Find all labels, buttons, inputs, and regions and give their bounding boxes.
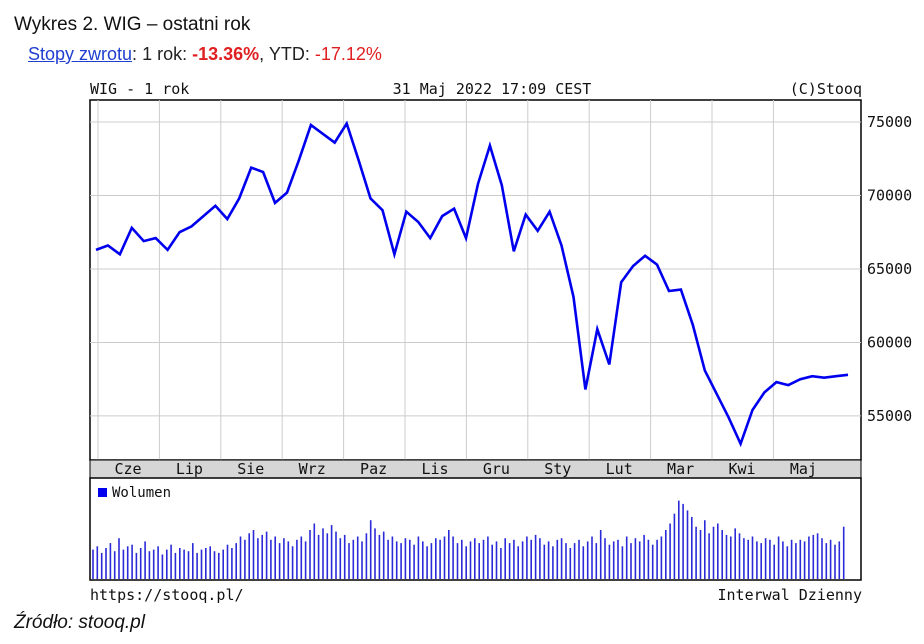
month-label: Lut — [606, 460, 633, 478]
returns-link[interactable]: Stopy zwrotu — [28, 44, 133, 64]
month-label: Kwi — [728, 460, 755, 478]
returns-sep: : — [132, 44, 138, 64]
ytd-label: , YTD: — [259, 44, 315, 64]
month-label: Sie — [237, 460, 264, 478]
chart-header-right: (C)Stooq — [790, 80, 862, 98]
chart-footer-left: https://stooq.pl/ — [90, 586, 244, 604]
one-year-value: -13.36% — [192, 44, 260, 64]
price-y-tick-label: 65000 — [867, 260, 912, 278]
source-note: Źródło: stooq.pl — [14, 612, 145, 633]
price-y-tick-label: 55000 — [867, 407, 912, 425]
volume-bars — [92, 500, 845, 579]
price-y-ticks: 55000 60000 65000 70000 75000 — [867, 113, 912, 425]
chart-footer-right: Interwal Dzienny — [718, 586, 863, 604]
ytd-value: -17.12% — [314, 44, 382, 64]
price-y-tick-label: 75000 — [867, 113, 912, 131]
page-title: Wykres 2. WIG – ostatni rok — [14, 14, 251, 35]
chart-header-left: WIG - 1 rok — [90, 80, 189, 98]
month-label: Wrz — [299, 460, 326, 478]
month-labels: Cze Lip Sie Wrz Paz Lis Gru Sty Lut Mar Kwi Maj — [114, 460, 816, 478]
month-label: Sty — [544, 460, 571, 478]
month-label: Lis — [421, 460, 448, 478]
returns-line: Stopy zwrotu: 1 rok: -13.36%, YTD: -17.1… — [28, 44, 382, 65]
price-plot-frame — [89, 99, 862, 461]
price-y-tick-label: 70000 — [867, 187, 912, 205]
month-label: Paz — [360, 460, 387, 478]
month-label: Mar — [667, 460, 694, 478]
price-y-tick-label: 60000 — [867, 333, 912, 351]
price-series-line — [95, 120, 849, 448]
one-year-label: 1 rok: — [137, 44, 193, 64]
chart-header-center: 31 Maj 2022 17:09 CEST — [393, 80, 592, 98]
volume-legend-label: Wolumen — [112, 485, 171, 501]
month-label: Lip — [176, 460, 203, 478]
month-label: Maj — [790, 460, 817, 478]
month-label: Cze — [114, 460, 141, 478]
month-label: Gru — [483, 460, 510, 478]
volume-legend-swatch — [98, 488, 107, 497]
